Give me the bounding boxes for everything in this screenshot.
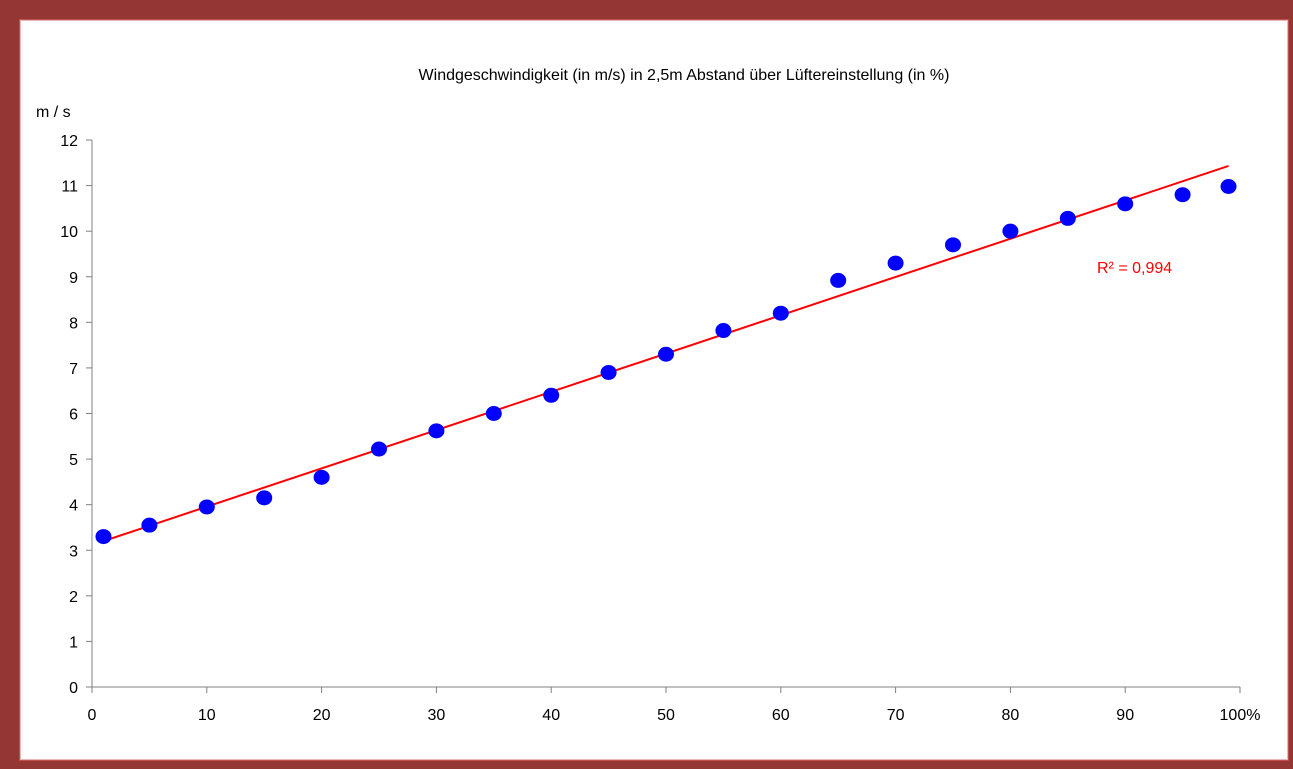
data-point xyxy=(600,364,617,380)
r-squared-annotation: R² = 0,994 xyxy=(1097,260,1172,277)
y-tick-label: 1 xyxy=(69,634,78,651)
data-point xyxy=(543,387,560,403)
x-tick-label: 70 xyxy=(887,707,905,724)
data-point xyxy=(1220,178,1237,194)
chart-title: Windgeschwindigkeit (in m/s) in 2,5m Abs… xyxy=(419,67,950,84)
data-points-group xyxy=(95,178,1237,545)
data-point xyxy=(371,441,387,457)
chart-panel: Windgeschwindigkeit (in m/s) in 2,5m Abs… xyxy=(19,19,1289,761)
data-point xyxy=(1059,210,1076,226)
y-tick-label: 7 xyxy=(69,361,78,378)
y-tick-label: 0 xyxy=(69,680,78,697)
x-tick-label: 40 xyxy=(542,707,560,724)
x-ticks-group: 0 10 20 30 40 50 60 70 80 90 100% xyxy=(88,687,1261,724)
x-tick-label: 60 xyxy=(772,707,790,724)
x-tick-label: 10 xyxy=(198,707,216,724)
y-tick-label: 5 xyxy=(69,452,78,469)
y-tick-label: 2 xyxy=(69,589,78,606)
data-point xyxy=(772,305,789,321)
data-point xyxy=(1002,223,1019,239)
x-tick-label: 90 xyxy=(1116,707,1134,724)
x-tick-label: 80 xyxy=(1002,707,1020,724)
data-point xyxy=(95,529,112,545)
data-point xyxy=(1174,187,1191,203)
data-point xyxy=(256,490,273,506)
y-tick-label: 10 xyxy=(60,224,78,241)
y-tick-label: 12 xyxy=(60,133,78,150)
data-point xyxy=(485,406,502,421)
scatter-chart: Windgeschwindigkeit (in m/s) in 2,5m Abs… xyxy=(36,67,1261,724)
x-tick-label: 50 xyxy=(657,707,675,724)
x-tick-label: 100% xyxy=(1220,707,1261,724)
y-tick-label: 9 xyxy=(69,270,78,287)
data-point xyxy=(198,499,215,515)
y-tick-label: 11 xyxy=(61,179,78,196)
data-point xyxy=(887,255,904,271)
data-point xyxy=(945,237,961,253)
data-point xyxy=(658,346,674,362)
y-axis-label: m / s xyxy=(36,104,71,121)
data-point xyxy=(1117,196,1134,212)
x-tick-label: 20 xyxy=(313,707,331,724)
data-point xyxy=(428,423,445,439)
y-tick-label: 8 xyxy=(69,315,78,332)
x-tick-label: 0 xyxy=(88,707,97,724)
x-tick-label: 30 xyxy=(428,707,446,724)
data-point xyxy=(715,323,732,339)
y-tick-label: 4 xyxy=(69,498,78,515)
data-point xyxy=(830,272,847,288)
data-point xyxy=(313,469,330,485)
data-point xyxy=(141,517,158,533)
y-tick-label: 3 xyxy=(69,543,78,560)
y-tick-label: 6 xyxy=(69,407,78,424)
